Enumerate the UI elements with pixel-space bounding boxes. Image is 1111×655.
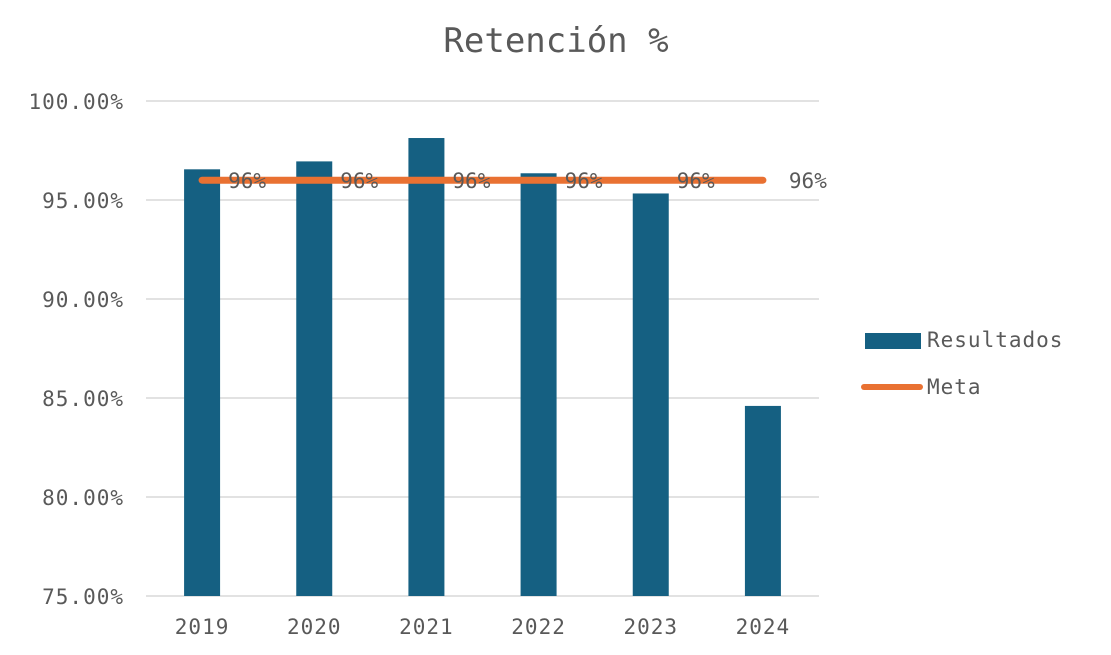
y-tick-label: 90.00% (42, 288, 124, 312)
y-tick-label: 95.00% (42, 189, 124, 213)
meta-data-label: 96% (340, 169, 378, 193)
bar-resultados (296, 161, 333, 596)
meta-data-label: 96% (565, 169, 603, 193)
bar-resultados (744, 405, 781, 596)
meta-data-labels: 96% 96% 96% 96% 96% 96% (228, 169, 827, 193)
x-tick-label: 2023 (623, 615, 678, 639)
legend-label-resultados: Resultados (927, 328, 1063, 352)
gridlines (146, 100, 819, 597)
legend-label-meta: Meta (927, 375, 982, 399)
y-axis-ticks: 75.00% 80.00% 85.00% 90.00% 95.00% 100.00% (28, 90, 124, 609)
meta-data-label: 96% (789, 169, 827, 193)
x-tick-label: 2019 (175, 615, 230, 639)
x-tick-label: 2024 (736, 615, 791, 639)
y-tick-label: 85.00% (42, 387, 124, 411)
bar-resultados (632, 193, 669, 596)
y-tick-label: 100.00% (28, 90, 124, 114)
meta-data-label: 96% (452, 169, 490, 193)
meta-data-label: 96% (228, 169, 266, 193)
resultados-bars (184, 138, 781, 596)
x-tick-label: 2022 (511, 615, 566, 639)
y-tick-label: 80.00% (42, 486, 124, 510)
chart-title: Retención % (443, 21, 668, 61)
legend-swatch-resultados (865, 333, 921, 349)
bar-resultados (408, 138, 445, 596)
bar-resultados (184, 169, 221, 596)
x-tick-label: 2020 (287, 615, 342, 639)
x-axis-ticks: 2019 2020 2021 2022 2023 2024 (175, 615, 791, 639)
bar-resultados (520, 173, 557, 596)
legend: Resultados Meta (861, 328, 1063, 399)
meta-data-label: 96% (677, 169, 715, 193)
x-tick-label: 2021 (399, 615, 454, 639)
y-tick-label: 75.00% (42, 585, 124, 609)
